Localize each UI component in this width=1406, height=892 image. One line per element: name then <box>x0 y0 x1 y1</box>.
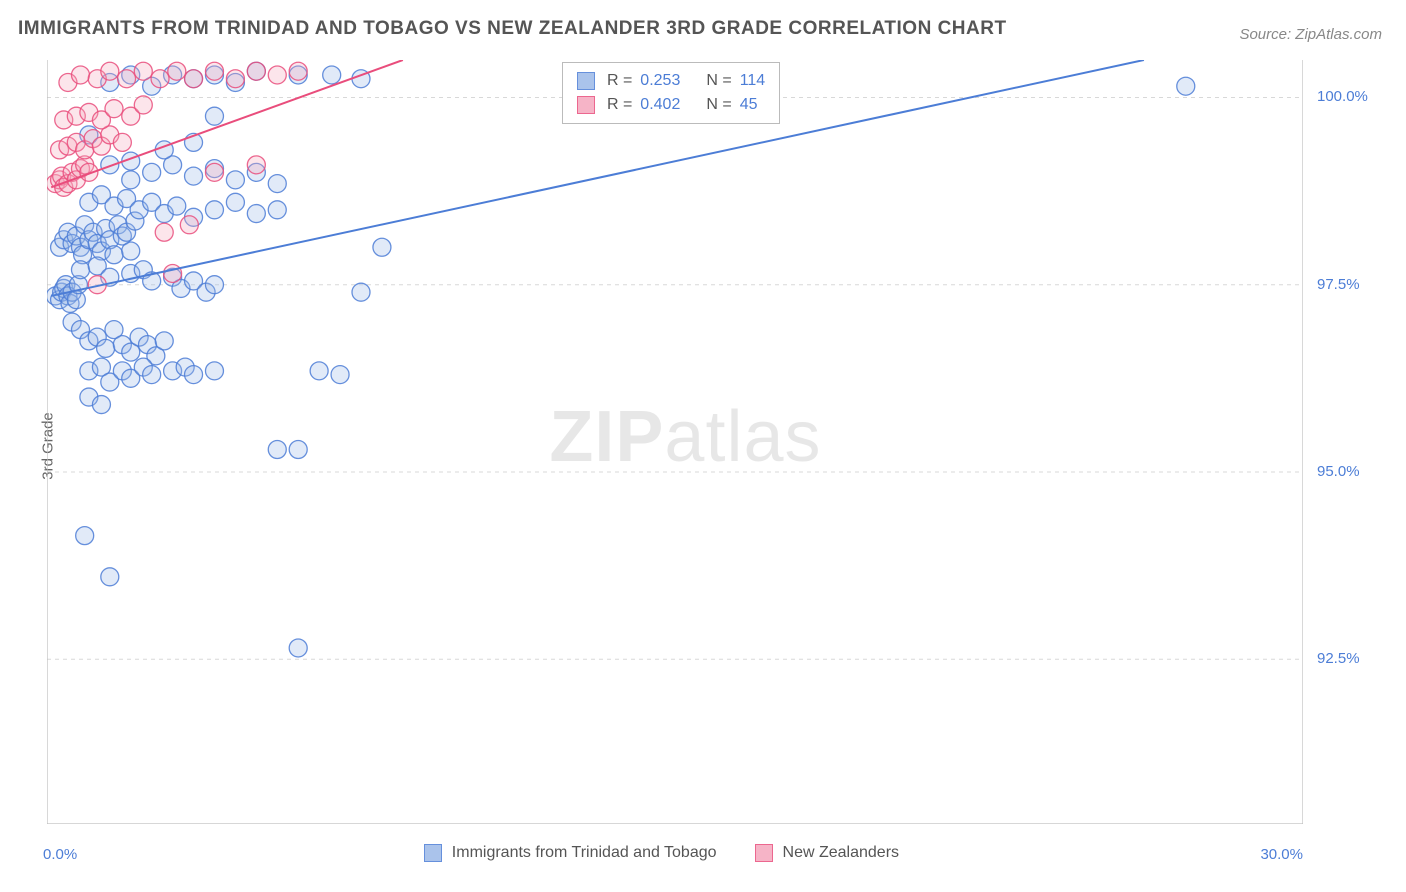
r-label: R = <box>607 69 632 93</box>
y-tick-label: 100.0% <box>1317 88 1368 105</box>
r-value: 0.402 <box>640 93 680 117</box>
scatter-point <box>268 440 286 458</box>
n-value: 114 <box>740 69 766 93</box>
scatter-point <box>373 238 391 256</box>
stats-legend: R = 0.253 N = 114 R = 0.402 N = 45 <box>562 62 780 124</box>
watermark: ZIPatlas <box>549 396 821 478</box>
scatter-point <box>71 66 89 84</box>
scatter-point <box>143 163 161 181</box>
scatter-point <box>268 175 286 193</box>
source-label: Source: ZipAtlas.com <box>1239 26 1382 43</box>
scatter-point <box>155 332 173 350</box>
y-tick-label: 92.5% <box>1317 650 1360 667</box>
scatter-point <box>247 205 265 223</box>
scatter-point <box>101 568 119 586</box>
scatter-point <box>268 201 286 219</box>
y-tick-label: 95.0% <box>1317 463 1360 480</box>
scatter-point <box>168 197 186 215</box>
legend-label: New Zealanders <box>783 844 900 862</box>
scatter-point <box>310 362 328 380</box>
stats-legend-row: R = 0.402 N = 45 <box>577 93 765 117</box>
watermark-atlas: atlas <box>664 397 821 477</box>
scatter-point <box>143 366 161 384</box>
r-label: R = <box>607 93 632 117</box>
legend-swatch <box>577 72 595 90</box>
scatter-point <box>155 223 173 241</box>
scatter-point <box>71 261 89 279</box>
scatter-point <box>185 167 203 185</box>
scatter-point <box>97 339 115 357</box>
scatter-point <box>105 246 123 264</box>
scatter-point <box>118 70 136 88</box>
scatter-point <box>352 283 370 301</box>
scatter-point <box>331 366 349 384</box>
n-label: N = <box>706 69 731 93</box>
legend-swatch <box>755 844 773 862</box>
scatter-point <box>289 440 307 458</box>
scatter-point <box>205 362 223 380</box>
r-value: 0.253 <box>640 69 680 93</box>
scatter-point <box>151 70 169 88</box>
scatter-point <box>168 62 186 80</box>
scatter-point <box>92 396 110 414</box>
scatter-point <box>205 62 223 80</box>
scatter-point <box>134 96 152 114</box>
scatter-point <box>185 70 203 88</box>
scatter-point <box>164 264 182 282</box>
chart-title: IMMIGRANTS FROM TRINIDAD AND TOBAGO VS N… <box>18 18 1007 40</box>
scatter-point <box>1177 77 1195 95</box>
scatter-point <box>205 201 223 219</box>
scatter-point <box>122 242 140 260</box>
scatter-point <box>226 171 244 189</box>
scatter-point <box>134 62 152 80</box>
scatter-point <box>205 276 223 294</box>
scatter-point <box>76 527 94 545</box>
scatter-point <box>105 100 123 118</box>
scatter-point <box>113 133 131 151</box>
scatter-point <box>185 366 203 384</box>
scatter-point <box>205 163 223 181</box>
stats-legend-row: R = 0.253 N = 114 <box>577 69 765 93</box>
x-tick-label: 30.0% <box>1260 846 1303 863</box>
chart-container: IMMIGRANTS FROM TRINIDAD AND TOBAGO VS N… <box>0 0 1406 892</box>
legend-swatch <box>424 844 442 862</box>
scatter-point <box>323 66 341 84</box>
scatter-point <box>268 66 286 84</box>
scatter-point <box>247 156 265 174</box>
scatter-point <box>226 193 244 211</box>
scatter-point <box>289 639 307 657</box>
legend-swatch <box>577 96 595 114</box>
n-value: 45 <box>740 93 758 117</box>
scatter-point <box>101 62 119 80</box>
series-legend: Immigrants from Trinidad and Tobago New Z… <box>424 844 927 862</box>
n-label: N = <box>706 93 731 117</box>
legend-label: Immigrants from Trinidad and Tobago <box>452 844 717 862</box>
scatter-point <box>122 171 140 189</box>
x-tick-label: 0.0% <box>43 846 77 863</box>
scatter-point <box>205 107 223 125</box>
y-tick-label: 97.5% <box>1317 276 1360 293</box>
scatter-point <box>180 216 198 234</box>
scatter-point <box>247 62 265 80</box>
scatter-point <box>289 62 307 80</box>
scatter-point <box>226 70 244 88</box>
watermark-zip: ZIP <box>549 397 664 477</box>
